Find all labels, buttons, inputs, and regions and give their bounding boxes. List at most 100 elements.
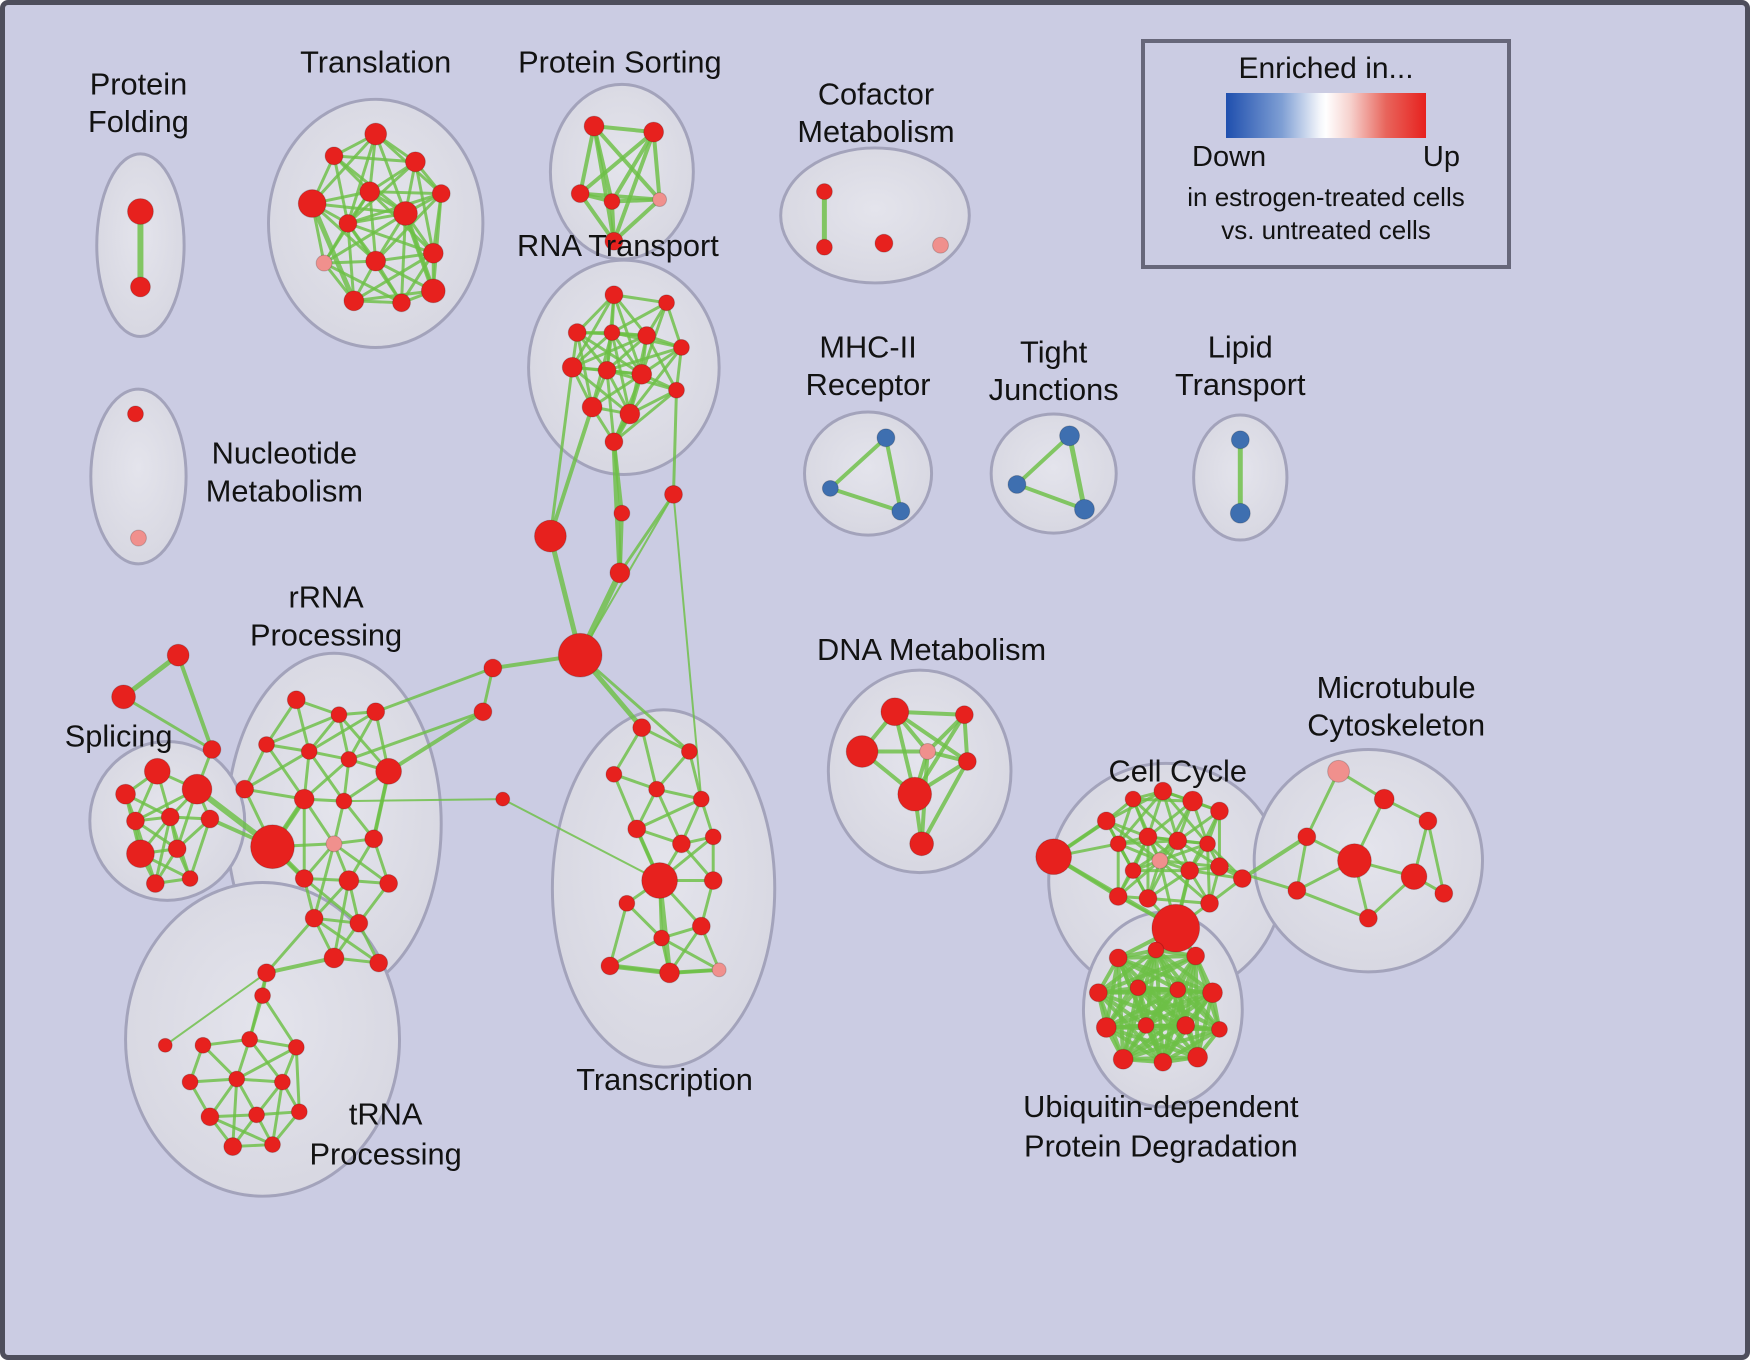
enrichment-edge	[265, 698, 298, 747]
gene-set-node	[250, 824, 295, 870]
gene-set-node	[241, 1030, 259, 1048]
gene-set-node	[815, 238, 833, 256]
gene-set-node	[603, 324, 621, 342]
gene-set-node	[1358, 908, 1378, 928]
cluster-label-protein-folding: Protein	[90, 66, 187, 101]
gene-set-node	[668, 381, 685, 399]
gene-set-node	[375, 757, 403, 785]
enrichment-edge	[578, 653, 691, 753]
gene-set-node	[627, 819, 647, 839]
enrichment-edge	[307, 749, 346, 803]
enrichment-edge	[332, 154, 350, 225]
gene-set-node	[597, 360, 617, 380]
enrichment-edge	[248, 1037, 284, 1084]
enrichment-edge	[1195, 990, 1215, 1060]
enrichment-edge	[1305, 769, 1341, 839]
enrichment-edge	[122, 695, 214, 751]
gene-set-node	[130, 529, 147, 547]
gene-set-node	[157, 1037, 173, 1053]
gene-set-node	[632, 718, 652, 738]
gene-set-node	[323, 947, 345, 969]
gene-set-node	[1211, 1020, 1228, 1038]
gene-set-node	[583, 115, 605, 137]
gene-set-node	[1200, 893, 1219, 913]
gene-set-node	[126, 839, 155, 869]
enrichment-edge	[1240, 834, 1309, 881]
gene-set-node	[604, 285, 624, 305]
enrichment-edge	[651, 130, 662, 202]
gene-set-node	[1230, 430, 1250, 450]
enrichment-edge	[618, 492, 675, 575]
gene-set-node	[330, 706, 348, 724]
gene-set-node	[364, 122, 388, 146]
enrichment-edge	[413, 160, 435, 255]
enrichment-edge	[605, 345, 683, 372]
gene-set-node	[254, 987, 271, 1005]
enrichment-edge	[265, 713, 341, 747]
gene-set-node	[143, 757, 171, 785]
enrichment-edge	[1217, 865, 1299, 892]
gene-set-node	[609, 562, 631, 584]
enrichment-edge	[1295, 888, 1370, 920]
gene-set-node	[932, 236, 949, 254]
enrichment-edge	[608, 936, 664, 968]
gene-set-node	[641, 862, 678, 899]
gene-set-node	[1108, 886, 1128, 906]
enrichment-edge	[570, 365, 632, 416]
cluster-label-lipid-transport: Lipid	[1208, 329, 1273, 364]
gene-set-node	[1168, 831, 1188, 851]
gene-set-node	[1124, 862, 1142, 880]
legend-caption-line2: vs. untreated cells	[1221, 214, 1431, 245]
enrichment-edge	[307, 710, 378, 753]
enrichment-edge	[919, 759, 970, 846]
enrichment-edge	[1146, 835, 1192, 873]
gene-set-node	[286, 690, 306, 710]
gene-set-node	[1176, 1016, 1196, 1035]
enrichment-edge	[625, 901, 664, 940]
cluster-label-trna-processing: Processing	[310, 1136, 462, 1171]
enrichment-edge	[1096, 953, 1198, 995]
gene-set-node	[366, 702, 386, 722]
gene-set-node	[1199, 835, 1216, 853]
cluster-label-mhc-ii-receptor: Receptor	[806, 367, 931, 402]
cluster-label-cell-cycle: Cell Cycle	[1109, 753, 1247, 788]
enrichment-edge	[828, 435, 888, 491]
gene-set-node	[874, 233, 894, 253]
gene-set-node	[258, 736, 275, 753]
gene-set-node	[1088, 983, 1108, 1003]
gene-set-node	[315, 254, 333, 272]
gene-set-node	[294, 869, 314, 888]
enrichment-edge	[208, 1115, 274, 1147]
gene-set-node	[919, 743, 937, 760]
enrichment-edge	[672, 388, 678, 496]
gene-set-node	[304, 908, 324, 928]
enrichment-edge	[1146, 896, 1212, 905]
enrichment-edge	[612, 772, 639, 831]
gene-set-node	[257, 963, 276, 983]
enrichment-edge	[592, 124, 616, 244]
enrichment-edge	[609, 197, 662, 204]
gene-set-node	[160, 807, 180, 827]
cluster-label-rrna-processing: rRNA	[288, 580, 364, 615]
enrichment-edge	[332, 879, 351, 960]
gene-set-node	[181, 870, 199, 887]
cluster-label-trna-processing: tRNA	[349, 1097, 423, 1132]
enrichment-edge	[660, 936, 721, 972]
enrichment-edge	[655, 787, 683, 846]
enrichment-edge	[1014, 482, 1087, 512]
gene-set-node	[338, 213, 358, 233]
gene-set-node	[1153, 781, 1173, 801]
gene-set-node	[1287, 881, 1307, 900]
gene-set-node	[1232, 869, 1252, 888]
gene-set-node	[126, 811, 145, 831]
enrichment-edge	[610, 301, 669, 335]
cluster-label-mhc-ii-receptor: MHC-II	[819, 329, 916, 364]
gene-set-node	[711, 962, 727, 978]
gene-set-node	[534, 519, 567, 553]
gene-set-node	[1151, 852, 1169, 870]
gene-set-node	[897, 776, 933, 812]
gene-set-node	[293, 788, 315, 810]
gene-set-node	[664, 484, 683, 504]
gene-set-node	[1007, 475, 1027, 494]
gene-set-node	[672, 339, 690, 356]
